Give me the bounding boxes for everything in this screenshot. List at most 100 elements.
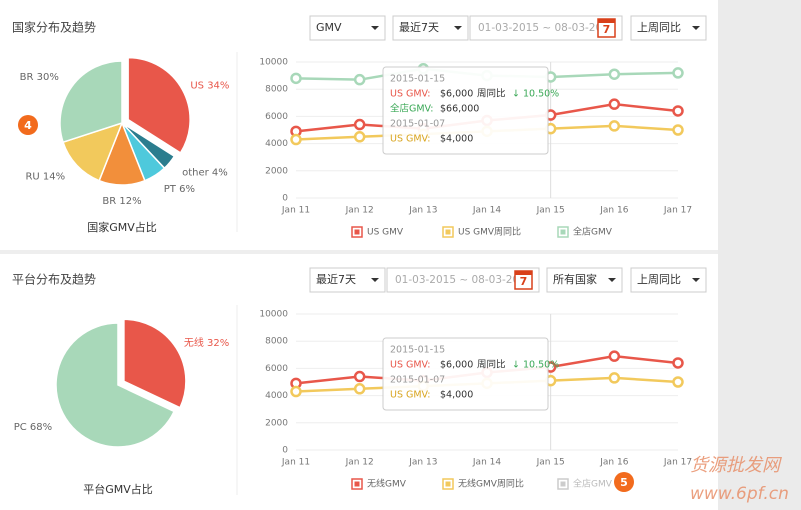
tooltip-text: $6,000 [440, 360, 473, 371]
badge-text: 5 [620, 476, 628, 489]
series-point [672, 376, 684, 388]
tooltip-text: $6,000 [440, 89, 473, 100]
series-point [353, 118, 366, 131]
tooltip-text: US GMV: [390, 360, 431, 371]
x-tick-label: Jan 14 [472, 458, 501, 468]
y-tick-label: 10000 [259, 310, 288, 320]
tooltip-text: 周同比 [477, 359, 506, 371]
tooltip-text: 2015-01-07 [390, 375, 445, 386]
select[interactable] [309, 267, 386, 293]
y-tick-label: 6000 [265, 364, 288, 374]
watermark: www.6pf.cn [690, 484, 789, 504]
legend-label[interactable]: 全店GMV [573, 478, 613, 490]
y-tick-label: 0 [282, 446, 288, 456]
select-arrow [692, 26, 700, 30]
pie-slice [59, 60, 123, 144]
select[interactable] [309, 15, 386, 41]
x-tick-label: Jan 15 [536, 206, 565, 216]
series-point [672, 124, 684, 136]
tooltip-text: ↓ 10.50% [512, 360, 559, 371]
series-point [290, 385, 302, 398]
pie-caption: 平台GMV占比 [83, 482, 153, 496]
series-point [672, 105, 684, 117]
series-point [353, 383, 366, 395]
date-text: 01-03-2015 ~ 08-03-2015 [478, 22, 616, 34]
y-tick-label: 10000 [259, 58, 288, 68]
pie-slice [55, 322, 176, 448]
watermark: 货源批发网 [690, 455, 782, 476]
badge [18, 115, 38, 135]
y-tick-label: 8000 [265, 337, 288, 347]
tooltip-text: US GMV: [390, 134, 431, 145]
legend-icon-fill [560, 481, 566, 487]
x-tick-label: Jan 16 [599, 206, 628, 216]
legend-label[interactable]: US GMV周同比 [458, 226, 521, 238]
series-point [290, 133, 302, 146]
select-text: 上周同比 [637, 21, 681, 34]
series-point [608, 372, 621, 384]
tooltip-text: 2015-01-15 [390, 74, 445, 85]
legend-label[interactable]: US GMV [367, 228, 404, 238]
series-point [672, 357, 684, 369]
legend-icon-fill [354, 481, 360, 487]
tooltip [382, 66, 549, 155]
pie-label: other 4% [182, 168, 228, 179]
series-point [608, 98, 621, 110]
x-tick-label: Jan 12 [345, 458, 374, 468]
calendar-day: 7 [603, 23, 611, 36]
select-arrow [371, 278, 379, 282]
side-area [718, 0, 801, 510]
tooltip-text: 全店GMV: [390, 103, 433, 115]
legend-icon-fill [445, 481, 451, 487]
x-tick-label: Jan 17 [663, 458, 692, 468]
legend-label[interactable]: 无线GMV [367, 478, 407, 490]
tooltip-text: US GMV: [390, 390, 431, 401]
y-tick-label: 0 [282, 194, 288, 204]
select-arrow [454, 26, 462, 30]
tooltip-text: 周同比 [477, 88, 506, 100]
y-tick-label: 2000 [265, 418, 288, 428]
tooltip-text: $4,000 [440, 390, 473, 401]
tooltip-text: 2015-01-07 [390, 119, 445, 130]
x-tick-label: Jan 11 [281, 206, 310, 216]
series-point [608, 120, 621, 132]
panel-separator [0, 250, 718, 254]
x-tick-label: Jan 13 [408, 206, 437, 216]
tooltip [382, 337, 549, 411]
select[interactable] [546, 267, 623, 293]
panel-title: 国家分布及趋势 [12, 20, 96, 35]
x-tick-label: Jan 15 [536, 458, 565, 468]
x-tick-label: Jan 11 [281, 458, 310, 468]
select[interactable] [630, 15, 707, 41]
x-tick-label: Jan 17 [663, 206, 692, 216]
select[interactable] [630, 267, 707, 293]
legend-icon-fill [445, 229, 451, 235]
y-tick-label: 6000 [265, 112, 288, 122]
calendar-icon-top [598, 19, 615, 23]
x-tick-label: Jan 12 [345, 206, 374, 216]
select[interactable] [392, 15, 469, 41]
select-text: 上周同比 [637, 273, 681, 286]
tooltip-text: 2015-01-15 [390, 345, 445, 356]
badge [614, 472, 634, 492]
pie-label: PC 68% [14, 422, 52, 433]
series-point [608, 350, 621, 362]
tooltip-text: US GMV: [390, 89, 431, 100]
pie-label: BR 12% [102, 196, 141, 207]
date-range[interactable] [386, 267, 540, 293]
legend-label[interactable]: 无线GMV周同比 [458, 478, 524, 490]
series-point [353, 73, 366, 86]
select-text: 最近7天 [399, 21, 439, 34]
y-tick-label: 2000 [265, 166, 288, 176]
badge-text: 4 [24, 119, 32, 132]
date-text: 01-03-2015 ~ 08-03-2015 [395, 274, 533, 286]
series-point [608, 68, 621, 80]
date-range[interactable] [469, 15, 623, 41]
pie-label: US 34% [190, 80, 229, 91]
tooltip-text: ↓ 10.50% [512, 89, 559, 100]
legend-label[interactable]: 全店GMV [573, 226, 613, 238]
y-tick-label: 8000 [265, 85, 288, 95]
select-text: GMV [316, 21, 342, 34]
series-point [353, 131, 366, 143]
